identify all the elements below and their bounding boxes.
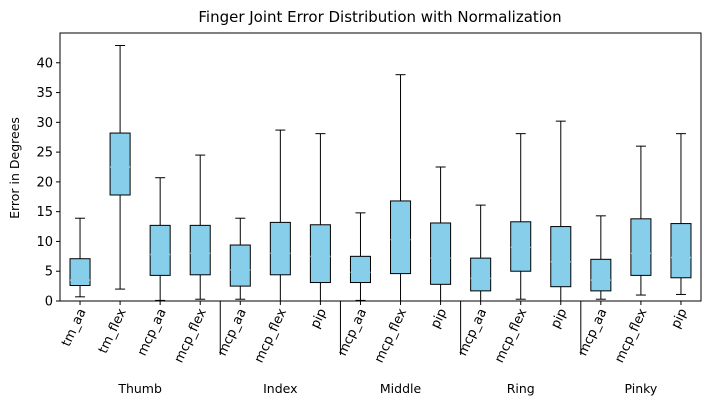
y-tick-label: 20	[36, 175, 53, 190]
plot-frame	[59, 32, 702, 302]
iqr-box	[630, 218, 652, 276]
iqr-box	[470, 257, 492, 292]
iqr-box	[229, 244, 251, 287]
y-tick-label: 40	[36, 56, 53, 71]
y-tick-label: 10	[36, 235, 53, 250]
iqr-box	[69, 258, 91, 287]
iqr-box	[550, 226, 572, 288]
y-tick-label: 15	[36, 205, 53, 220]
iqr-box	[670, 223, 692, 279]
iqr-box	[109, 132, 131, 196]
chart-title: Finger Joint Error Distribution with Nor…	[198, 8, 561, 26]
group-label-middle: Middle	[380, 381, 422, 396]
iqr-box	[189, 224, 211, 276]
group-label-ring: Ring	[507, 381, 535, 396]
group-label-pinky: Pinky	[624, 381, 657, 396]
y-tick-label: 30	[36, 116, 53, 131]
iqr-box	[430, 222, 452, 285]
box-index-pip: pip	[308, 133, 331, 331]
iqr-box	[149, 224, 171, 276]
y-tick-label: 35	[36, 86, 53, 101]
y-tick-label: 0	[45, 295, 53, 310]
iqr-box	[269, 221, 291, 276]
y-tick-label: 25	[36, 146, 53, 161]
y-axis-label: Error in Degrees	[7, 117, 22, 219]
iqr-box	[390, 200, 412, 275]
box-middle-pip: pip	[428, 166, 452, 331]
iqr-box	[349, 255, 371, 284]
iqr-box	[510, 221, 532, 272]
y-tick-label: 5	[45, 265, 53, 280]
iqr-box	[309, 224, 331, 284]
group-label-index: Index	[263, 381, 297, 396]
group-label-thumb: Thumb	[117, 381, 162, 396]
iqr-box	[590, 258, 612, 292]
